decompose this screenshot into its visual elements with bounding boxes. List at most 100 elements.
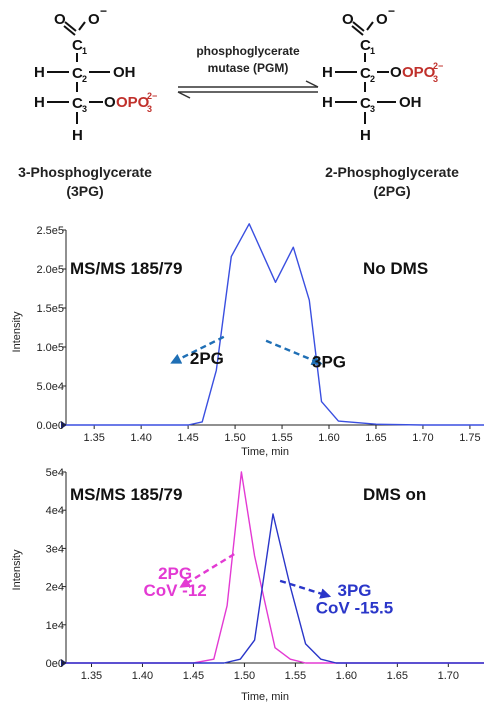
atom-h: H [34,64,45,81]
series-line-1 [66,223,484,426]
equilibrium-arrows [177,80,319,99]
atom-o-minus: O [376,11,388,28]
y-tick-label: 1e4 [46,620,64,632]
bond [64,21,77,32]
molecule-2pg: O O − C 1 H C 2 O OPO 3 2− H C 3 OH [322,4,443,144]
phosphate-charge: 2− [433,61,443,71]
annotation-label: 3PG [338,581,372,600]
phosphate-group: OPO [402,64,436,81]
bond [78,21,86,31]
annotation-label: CoV -12 [143,581,206,600]
bond [352,21,365,32]
annotation-arrow [279,579,332,599]
atom-o: O [54,11,66,28]
charge-minus: − [100,4,107,18]
chart-dms-on: 1.35 1.40 1.45 1.50 1.55 1.60 1.65 1.70 0e0 1e4 2… [11,467,484,703]
series-line-2 [66,513,484,664]
chart-subtitle: DMS on [363,485,426,504]
phosphate-group: OPO [116,94,150,111]
x-tick-label: 1.55 [285,670,306,682]
atom-c3: C [72,95,83,112]
x-axis-ticks: 1.35 1.40 1.45 1.50 1.55 1.60 1.65 1.70 [81,663,459,682]
chart-title: MS/MS 185/79 [70,259,182,278]
annotation-label: CoV -15.5 [316,598,393,617]
y-tick-label: 4e4 [46,505,64,517]
phosphate-subscript: 3 [433,74,438,84]
atom-h: H [322,64,333,81]
x-axis-label: Time, min [241,446,289,458]
x-tick-label: 1.35 [81,670,102,682]
atom-o: O [342,11,354,28]
y-tick-label: 0.0e0 [36,420,64,432]
carbon-index: 3 [370,104,375,114]
atom-o-minus: O [88,11,100,28]
atom-h: H [322,94,333,111]
y-axis-ticks: 0.0e0 5.0e4 1.0e5 1.5e5 2.0e5 2.5e5 [36,225,66,432]
annotation-label: 2PG [190,349,224,368]
atom-c1: C [360,37,371,54]
bond [63,25,76,36]
carbon-index: 1 [82,46,87,56]
y-axis-ticks: 0e0 1e4 2e4 3e4 4e4 5e4 [46,467,66,670]
compound-name-right-line2: (2PG) [373,183,410,199]
x-tick-label: 1.60 [336,670,357,682]
charge-minus: − [388,4,395,18]
y-tick-label: 2.0e5 [36,264,64,276]
atom-oh: OH [399,94,422,111]
carbon-index: 1 [370,46,375,56]
y-tick-label: 1.0e5 [36,342,64,354]
atom-h: H [72,127,83,144]
chart-series [66,471,484,664]
atom-c2: C [360,65,371,82]
x-tick-label: 1.40 [130,432,151,444]
chart-series [66,223,484,426]
y-tick-label: 0e0 [46,658,64,670]
x-tick-label: 1.50 [224,432,245,444]
x-tick-label: 1.70 [438,670,459,682]
bond [366,21,374,31]
annotation-label: 3PG [312,352,346,371]
phosphate-charge: 2− [147,91,157,101]
x-tick-label: 1.65 [365,432,386,444]
x-tick-label: 1.75 [459,432,480,444]
atom-h: H [34,94,45,111]
chart-subtitle: No DMS [363,259,428,278]
carbon-index: 2 [370,74,375,84]
atom-c3: C [360,95,371,112]
annotation-label: 2PG [158,564,192,583]
y-tick-label: 2e4 [46,582,64,594]
chart-title: MS/MS 185/79 [70,485,182,504]
enzyme-name-line1: phosphoglycerate [196,44,300,58]
x-tick-label: 1.50 [234,670,255,682]
y-tick-label: 5e4 [46,467,64,479]
x-tick-label: 1.60 [318,432,339,444]
atom-c1: C [72,37,83,54]
chart-no-dms: 1.35 1.40 1.45 1.50 1.55 1.60 1.65 1.70 1.75 0.0… [11,223,484,458]
chart-annotations: 2PG 3PG [170,335,346,371]
x-tick-label: 1.40 [132,670,153,682]
series-line-1 [66,471,484,664]
y-axis-label: Intensity [11,549,23,590]
enzyme-name-line2: mutase (PGM) [208,61,289,75]
atom-o-phosphate: O [104,94,116,111]
x-axis-ticks: 1.35 1.40 1.45 1.50 1.55 1.60 1.65 1.70 1.75 [83,425,481,444]
x-tick-label: 1.55 [271,432,292,444]
x-tick-label: 1.45 [183,670,204,682]
compound-name-left-line1: 3-Phosphoglycerate [18,164,152,180]
x-tick-label: 1.65 [387,670,408,682]
y-tick-label: 1.5e5 [36,303,64,315]
y-axis-label: Intensity [11,311,23,352]
carbon-index: 3 [82,104,87,114]
reaction-scheme: O O − C 1 H C 2 OH H C 3 O OPO 3 2− [18,4,459,199]
compound-name-right-line1: 2-Phosphoglycerate [325,164,459,180]
y-tick-label: 3e4 [46,543,64,555]
carbon-index: 2 [82,74,87,84]
x-tick-label: 1.45 [177,432,198,444]
bond [351,25,364,36]
y-tick-label: 5.0e4 [36,381,64,393]
x-axis-label: Time, min [241,691,289,703]
annotation-arrow [179,553,235,588]
molecule-3pg: O O − C 1 H C 2 OH H C 3 O OPO 3 2− [34,4,157,144]
atom-h: H [360,127,371,144]
